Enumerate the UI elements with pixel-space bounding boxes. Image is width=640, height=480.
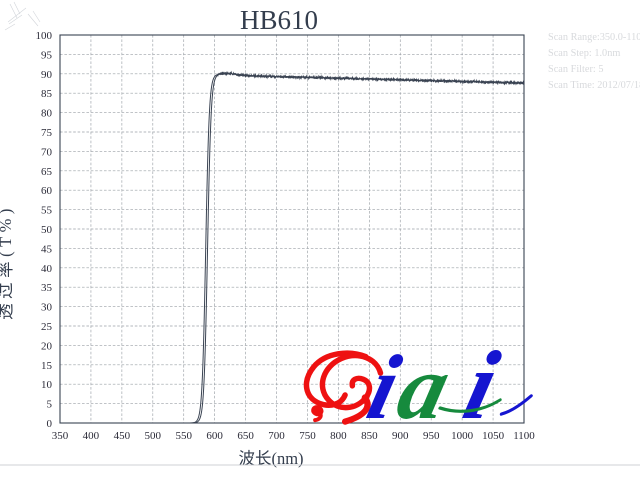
svg-text:Scan Filter: 5: Scan Filter: 5 bbox=[548, 64, 603, 75]
svg-text:40: 40 bbox=[41, 263, 53, 275]
svg-text:80: 80 bbox=[41, 108, 53, 120]
svg-text:450: 450 bbox=[114, 430, 131, 442]
svg-text:65: 65 bbox=[41, 166, 53, 178]
svg-text:750: 750 bbox=[299, 430, 316, 442]
svg-text:50: 50 bbox=[41, 224, 53, 236]
svg-text:Scan Time: 2012/07/18 15: Scan Time: 2012/07/18 15 bbox=[548, 80, 640, 91]
svg-text:Scan Range:350.0-1100.0nm: Scan Range:350.0-1100.0nm bbox=[548, 32, 640, 43]
svg-text:85: 85 bbox=[41, 88, 53, 100]
svg-text:25: 25 bbox=[41, 321, 53, 333]
svg-text:55: 55 bbox=[41, 205, 53, 217]
svg-text:30: 30 bbox=[41, 302, 53, 314]
svg-text:20: 20 bbox=[41, 340, 53, 352]
svg-text:0: 0 bbox=[47, 418, 53, 430]
svg-text:75: 75 bbox=[41, 127, 53, 139]
svg-text:60: 60 bbox=[41, 185, 53, 197]
svg-text:95: 95 bbox=[41, 49, 53, 61]
svg-text:5: 5 bbox=[47, 399, 53, 411]
svg-text:HB610: HB610 bbox=[240, 5, 318, 35]
svg-text:35: 35 bbox=[41, 282, 53, 294]
svg-text:Scan Step: 1.0nm: Scan Step: 1.0nm bbox=[548, 48, 620, 59]
svg-text:90: 90 bbox=[41, 69, 53, 81]
svg-text:600: 600 bbox=[206, 430, 223, 442]
svg-text:透过率(T%): 透过率(T%) bbox=[0, 204, 15, 320]
svg-text:350: 350 bbox=[52, 430, 69, 442]
svg-text:700: 700 bbox=[268, 430, 285, 442]
svg-text:550: 550 bbox=[175, 430, 192, 442]
svg-text:45: 45 bbox=[41, 243, 53, 255]
svg-text:500: 500 bbox=[145, 430, 162, 442]
svg-text:70: 70 bbox=[41, 146, 53, 158]
svg-text:400: 400 bbox=[83, 430, 100, 442]
svg-text:15: 15 bbox=[41, 360, 53, 372]
svg-text:100: 100 bbox=[36, 30, 53, 42]
svg-text:10: 10 bbox=[41, 379, 53, 391]
svg-text:650: 650 bbox=[237, 430, 254, 442]
